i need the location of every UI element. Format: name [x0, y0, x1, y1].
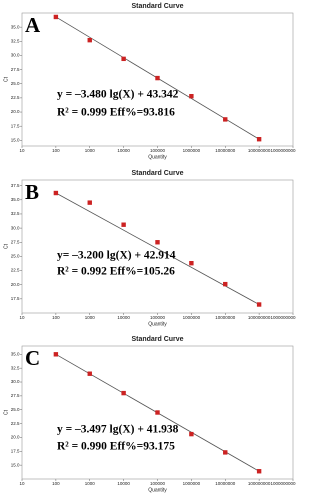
data-point: [121, 56, 126, 62]
x-tick-label: 10000000: [215, 315, 236, 320]
y-tick-label: 25.0: [11, 81, 20, 86]
data-point: [256, 137, 262, 142]
y-tick-label: 35.0: [11, 24, 20, 29]
x-tick-label: 100: [52, 315, 60, 320]
data-point: [223, 117, 228, 122]
y-axis-label: Ct: [3, 409, 9, 415]
data-point: [121, 390, 126, 396]
data-point: [53, 190, 59, 196]
x-tick-label: 10000000: [215, 148, 236, 153]
annotation: R² = 0.999 Eff%=93.816: [57, 107, 175, 119]
y-tick-label: 20.0: [11, 435, 20, 440]
chart-title: Standard Curve: [131, 170, 183, 177]
panel-label: C: [25, 346, 40, 370]
x-axis-label: Quantity: [148, 154, 167, 160]
y-tick-label: 30.0: [11, 53, 20, 58]
y-tick-label: 20.0: [11, 282, 20, 287]
chart-title: Standard Curve: [131, 336, 183, 343]
data-point: [155, 240, 160, 245]
data-point: [256, 469, 262, 474]
annotation: y = –3.497 lg(X) + 41.938: [57, 424, 179, 436]
y-tick-label: 32.5: [11, 365, 20, 370]
x-axis-label: Quantity: [148, 321, 167, 327]
y-tick-label: 30.0: [11, 379, 20, 384]
panel-label: A: [25, 13, 41, 37]
x-tick-label: 10: [19, 481, 25, 486]
data-point: [87, 37, 92, 43]
data-point: [256, 302, 262, 307]
y-tick-label: 22.5: [11, 95, 20, 100]
y-tick-label: 27.5: [11, 67, 20, 72]
y-tick-label: 32.5: [11, 211, 20, 216]
x-tick-label: 10000: [117, 481, 130, 486]
data-point: [223, 450, 228, 455]
data-point: [155, 410, 160, 415]
data-point: [189, 93, 194, 99]
x-axis-label: Quantity: [148, 487, 167, 493]
data-point: [189, 431, 194, 437]
data-point: [87, 371, 92, 376]
x-tick-label: 100: [52, 481, 60, 486]
y-tick-label: 27.5: [11, 239, 20, 244]
x-tick-label: 1000: [85, 315, 96, 320]
data-point: [189, 260, 194, 266]
x-tick-label: 1000000: [183, 148, 201, 153]
panel-label: B: [25, 180, 39, 204]
x-tick-label: 1000000000: [270, 481, 296, 486]
x-tick-label: 100000: [150, 481, 166, 486]
y-tick-label: 30.0: [11, 225, 20, 230]
y-tick-label: 17.5: [11, 448, 20, 453]
y-tick-label: 35.0: [11, 352, 20, 357]
x-tick-label: 1000: [85, 148, 96, 153]
x-tick-label: 100000: [150, 315, 166, 320]
figure: Standard Curve 15.0 17.5 20.0 22.5 25.0 27.5 30…: [3, 3, 296, 493]
y-tick-label: 15.0: [11, 138, 20, 143]
y-tick-label: 37.5: [11, 183, 20, 188]
data-point: [87, 200, 92, 205]
x-tick-label: 10: [19, 315, 25, 320]
annotation: y = –3.480 lg(X) + 43.342: [57, 89, 179, 101]
x-tick-label: 10000: [117, 148, 130, 153]
y-tick-label: 25.0: [11, 254, 20, 259]
x-tick-label: 100000: [150, 148, 166, 153]
x-tick-label: 10000: [117, 315, 130, 320]
data-point: [223, 281, 228, 287]
y-tick-label: 22.5: [11, 268, 20, 273]
data-point: [53, 352, 59, 357]
plot-area: [21, 179, 294, 314]
data-point: [121, 222, 126, 227]
x-tick-label: 10000000: [215, 481, 236, 486]
y-tick-label: 17.5: [11, 123, 20, 128]
x-tick-label: 100000000: [248, 481, 271, 486]
y-tick-label: 27.5: [11, 393, 20, 398]
x-tick-label: 1000000000: [270, 315, 296, 320]
data-point: [155, 75, 160, 81]
x-tick-label: 1000000000: [270, 148, 296, 153]
x-tick-label: 1000000: [183, 315, 201, 320]
y-tick-label: 35.0: [11, 197, 20, 202]
annotation: y= –3.200 lg(X) + 42.914: [57, 250, 176, 262]
page: {"chart_data": [ {"type": "scatter", "ti…: [3, 2, 297, 494]
y-axis-label: Ct: [3, 243, 9, 249]
y-tick-label: 32.5: [11, 38, 20, 43]
annotation: R² = 0.990 Eff%=93.175: [57, 441, 175, 453]
y-tick-label: 25.0: [11, 407, 20, 412]
y-tick-label: 22.5: [11, 421, 20, 426]
annotation: R² = 0.992 Eff%=105.26: [57, 266, 175, 278]
y-tick-label: 15.0: [11, 462, 20, 467]
x-tick-label: 100000000: [248, 148, 271, 153]
x-tick-label: 1000: [85, 481, 96, 486]
y-axis-label: Ct: [3, 76, 9, 82]
x-tick-label: 10: [19, 148, 25, 153]
chart-title: Standard Curve: [131, 3, 183, 10]
x-tick-label: 100: [52, 148, 60, 153]
x-tick-label: 100000000: [248, 315, 271, 320]
y-tick-label: 20.0: [11, 109, 20, 114]
x-tick-label: 1000000: [183, 481, 201, 486]
data-point: [53, 14, 59, 20]
y-tick-label: 17.5: [11, 296, 20, 301]
